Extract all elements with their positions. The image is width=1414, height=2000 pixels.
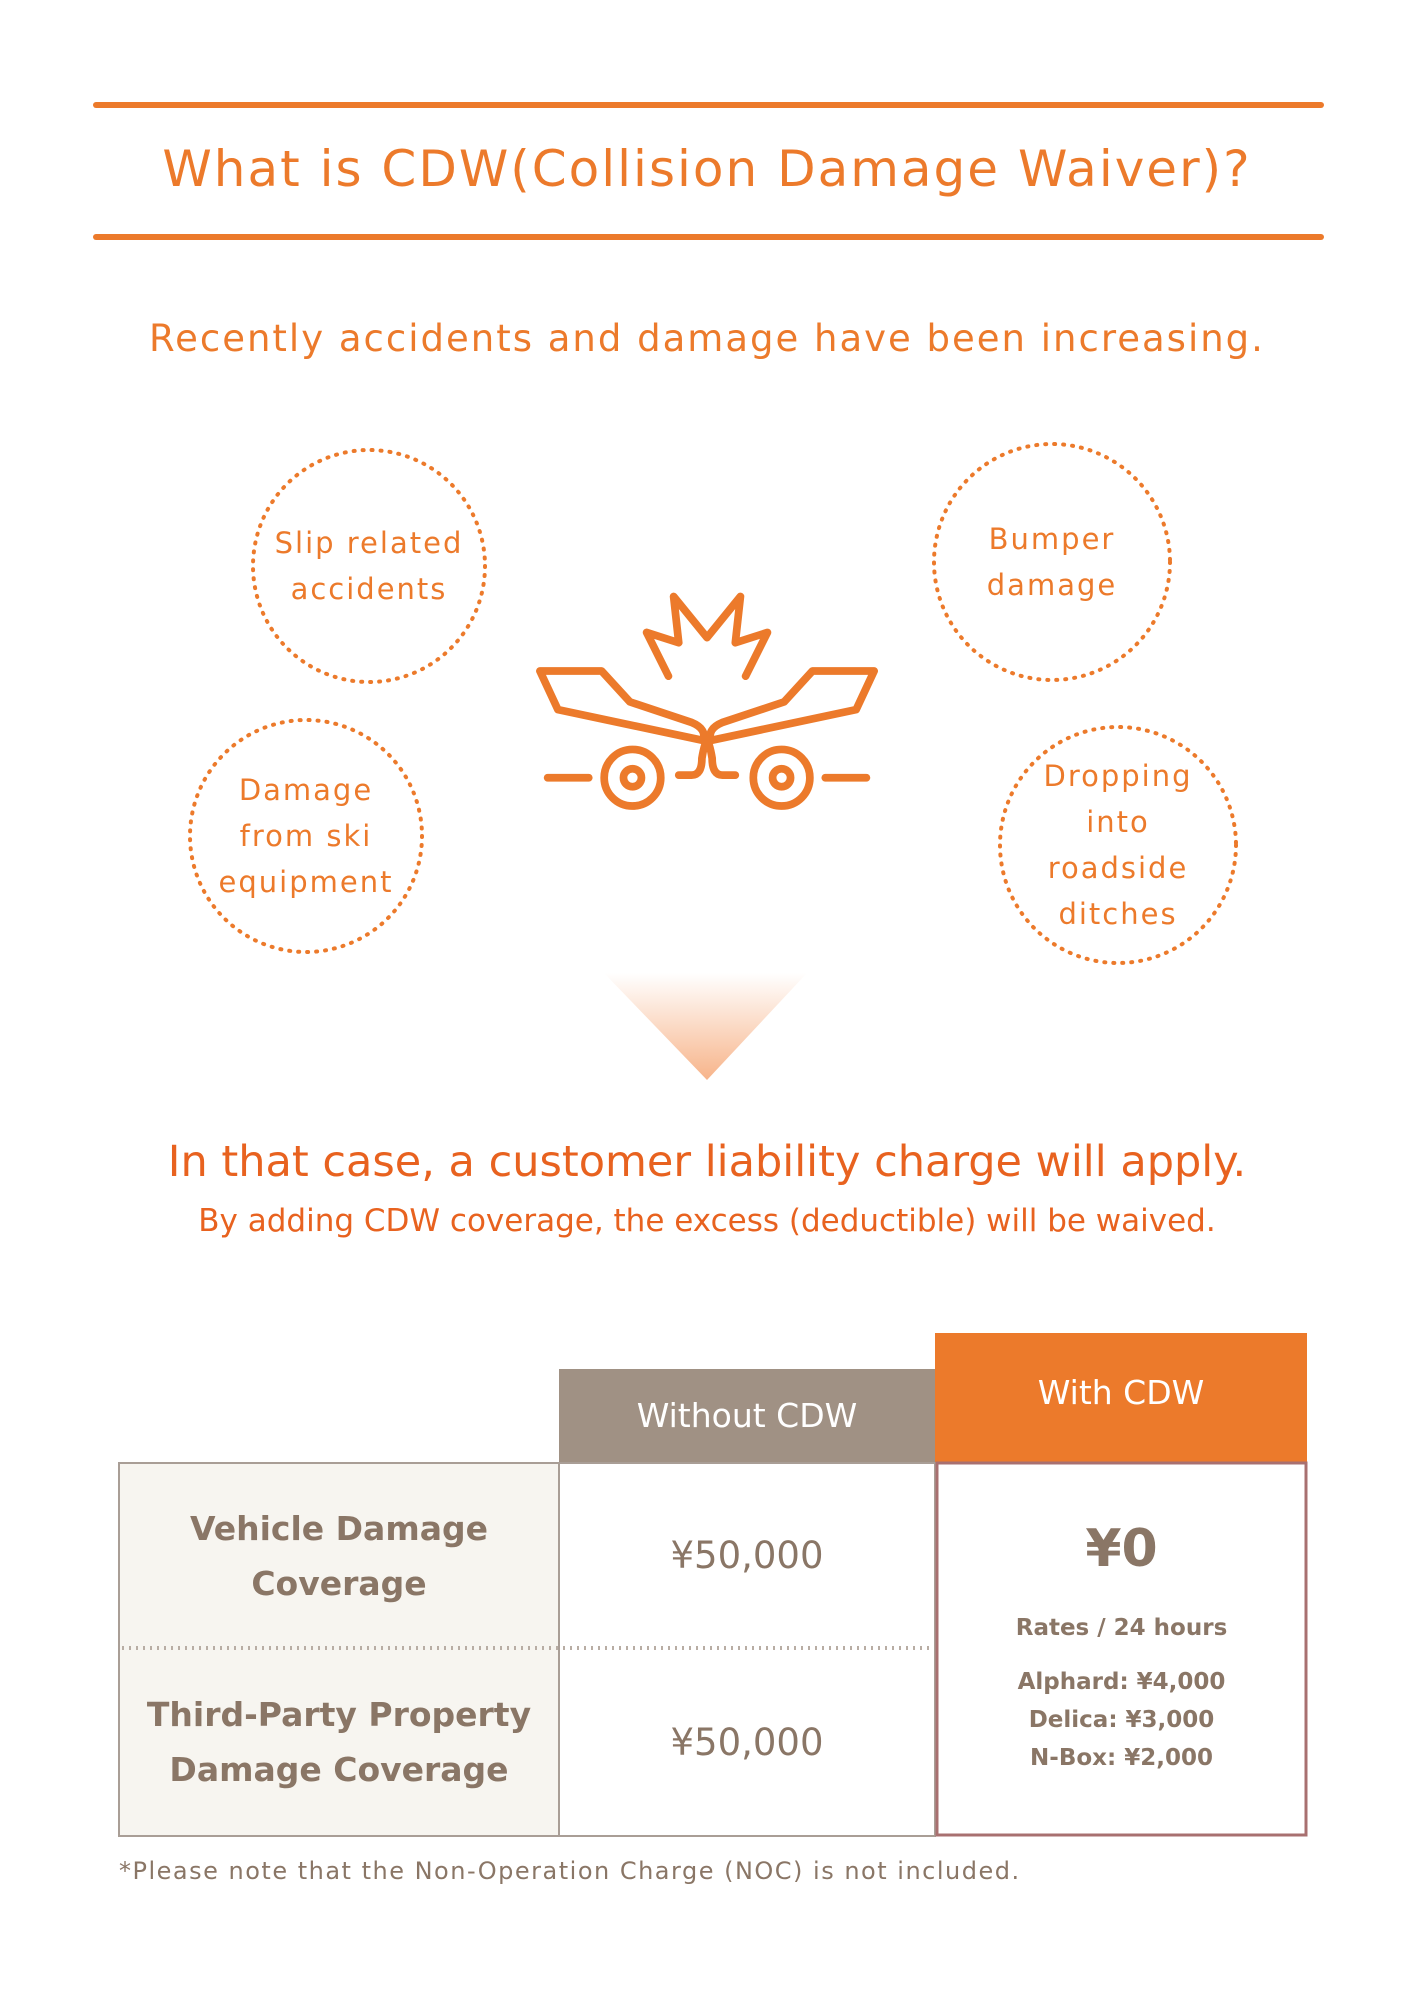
bubble-line: damage bbox=[986, 568, 1118, 602]
intro: Recently accidents and damage have been … bbox=[149, 317, 1265, 360]
bubble-line: Bumper bbox=[988, 522, 1116, 556]
row-label-line: Vehicle Damage bbox=[190, 1508, 488, 1548]
without-value: ¥50,000 bbox=[670, 1720, 824, 1764]
with-cdw: ¥0 Rates / 24 hours Alphard: ¥4,000 Delic… bbox=[937, 1463, 1306, 1835]
row-label-line: Damage Coverage bbox=[169, 1750, 509, 1789]
rate: N-Box: ¥2,000 bbox=[1030, 1745, 1213, 1771]
arrow bbox=[604, 973, 807, 1080]
with-col bbox=[935, 1461, 1308, 1837]
bubble-outline bbox=[251, 448, 487, 684]
column-header: With CDW bbox=[1037, 1373, 1205, 1412]
bubble-line: Dropping bbox=[1043, 759, 1193, 793]
row-label: Vehicle Damage Coverage bbox=[119, 1463, 559, 1648]
bubble: Damage from ski equipment bbox=[186, 767, 426, 905]
with-value: ¥0 bbox=[1085, 1519, 1158, 1579]
bubble-line: from ski bbox=[239, 819, 373, 853]
headline: In that case, a customer liability charg… bbox=[167, 1137, 1247, 1187]
footnote: *Please note that the Non-Operation Char… bbox=[119, 1857, 1021, 1885]
bubble: Slip related accidents bbox=[249, 520, 489, 612]
row-label-line: Third-Party Property bbox=[146, 1695, 532, 1734]
bubble-line: Damage bbox=[238, 773, 374, 807]
bubble-line: ditches bbox=[1058, 897, 1178, 931]
bubble-outline bbox=[188, 718, 424, 954]
rate: Alphard: ¥4,000 bbox=[1017, 1669, 1226, 1695]
bubble-line: into bbox=[1086, 805, 1150, 839]
rate: Delica: ¥3,000 bbox=[1028, 1707, 1215, 1733]
bubble-outline bbox=[998, 725, 1238, 965]
bubble: Bumper damage bbox=[932, 516, 1172, 608]
bubble-line: Slip related bbox=[274, 526, 464, 560]
title: What is CDW(Collision Damage Waiver)? bbox=[162, 140, 1252, 198]
header-with bbox=[935, 1333, 1307, 1462]
rates: Alphard: ¥4,000 Delica: ¥3,000 N-Box: ¥2,0… bbox=[1018, 1663, 1226, 1777]
header-without bbox=[559, 1369, 935, 1462]
bubble-line: accidents bbox=[290, 572, 448, 606]
rates-label: Rates / 24 hours bbox=[1015, 1615, 1228, 1641]
bubble: Dropping into roadside ditches bbox=[998, 753, 1238, 937]
bubble-outline bbox=[932, 442, 1172, 682]
without-value: ¥50,000 bbox=[670, 1534, 824, 1577]
row-label: Third-Party Property Damage Coverage bbox=[119, 1648, 559, 1836]
subline: By adding CDW coverage, the excess (dedu… bbox=[198, 1203, 1216, 1239]
column-header: Without CDW bbox=[636, 1396, 858, 1435]
crash-icon bbox=[536, 592, 878, 810]
bubble-line: equipment bbox=[218, 865, 394, 899]
bubble-line: roadside bbox=[1047, 851, 1189, 885]
row-label-line: Coverage bbox=[251, 1563, 427, 1603]
